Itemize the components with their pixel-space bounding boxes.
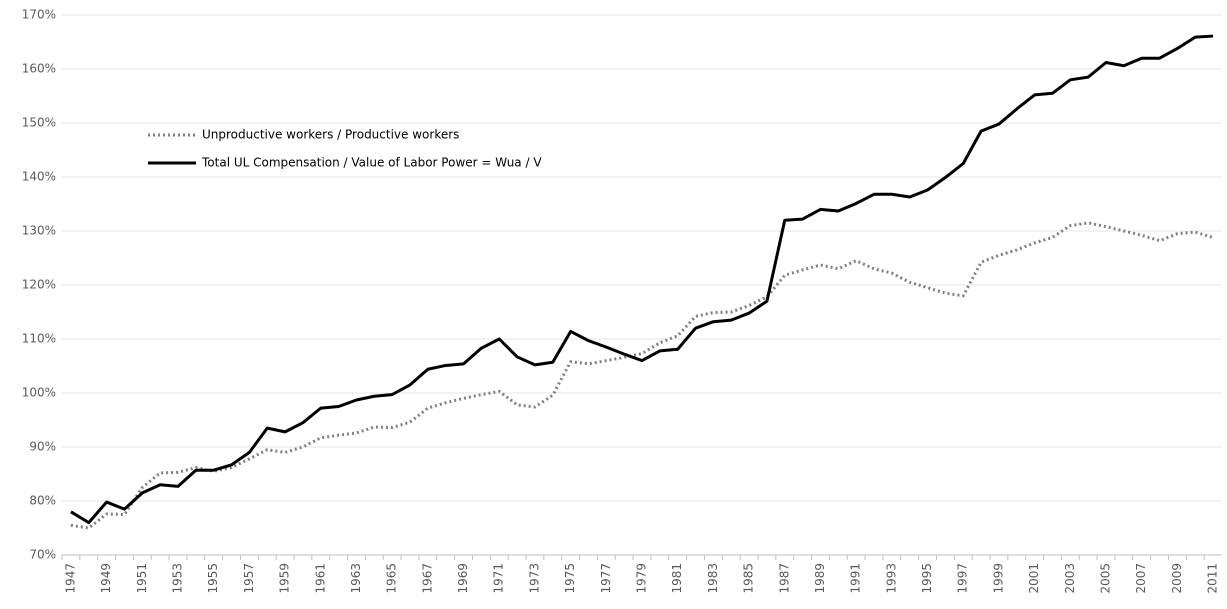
x-tick-label: 1973: [527, 563, 541, 594]
y-tick-label: 100%: [22, 386, 56, 400]
x-tick-label: 1963: [349, 563, 363, 594]
y-tick-label: 110%: [22, 332, 56, 346]
y-tick-label: 150%: [22, 116, 56, 130]
x-tick-label: 1957: [242, 563, 256, 594]
x-tick-label: 1967: [420, 563, 434, 594]
x-tick-label: 1977: [599, 563, 613, 594]
x-tick-label: 2011: [1206, 563, 1220, 594]
y-tick-label: 80%: [29, 494, 56, 508]
y-tick-label: 90%: [29, 440, 56, 454]
x-tick-label: 2007: [1134, 563, 1148, 594]
legend: Unproductive workers / Productive worker…: [148, 128, 542, 170]
y-tick-label: 140%: [22, 170, 56, 184]
x-tick-label: 1979: [635, 563, 649, 594]
x-tick-label: 1997: [956, 563, 970, 594]
y-tick-label: 170%: [22, 8, 56, 22]
x-tick-label: 1999: [991, 563, 1005, 594]
x-tick-label: 2001: [1027, 563, 1041, 594]
x-tick-label: 1987: [777, 563, 791, 594]
y-tick-label: 120%: [22, 278, 56, 292]
line-series: [70, 221, 1214, 530]
x-tick-label: 1959: [278, 563, 292, 594]
legend-label: Unproductive workers / Productive worker…: [202, 128, 459, 142]
x-tick-label: 1991: [849, 563, 863, 594]
y-tick-label: 130%: [22, 224, 56, 238]
y-tick-label: 70%: [29, 548, 56, 562]
x-tick-label: 1951: [135, 563, 149, 594]
line-series: [70, 34, 1214, 525]
x-tick-label: 1961: [313, 563, 327, 594]
x-tick-label: 1965: [385, 563, 399, 594]
x-tick-label: 1953: [171, 563, 185, 594]
x-tick-label: 1989: [813, 563, 827, 594]
x-tick-label: 1969: [456, 563, 470, 594]
x-tick-label: 2003: [1063, 563, 1077, 594]
x-tick-label: 1947: [63, 563, 77, 594]
x-tick-label: 1975: [563, 563, 577, 594]
y-tick-label: 160%: [22, 62, 56, 76]
x-tick-label: 1983: [706, 563, 720, 594]
legend-label: Total UL Compensation / Value of Labor P…: [201, 156, 542, 170]
x-tick-label: 1949: [99, 563, 113, 594]
x-tick-label: 1995: [920, 563, 934, 594]
x-tick-label: 1985: [742, 563, 756, 594]
x-tick-label: 2005: [1099, 563, 1113, 594]
x-tick-label: 1981: [670, 563, 684, 594]
x-tick-label: 1971: [492, 563, 506, 594]
x-tick-label: 1955: [206, 563, 220, 594]
x-tick-label: 1993: [884, 563, 898, 594]
x-tick-label: 2009: [1170, 563, 1184, 594]
